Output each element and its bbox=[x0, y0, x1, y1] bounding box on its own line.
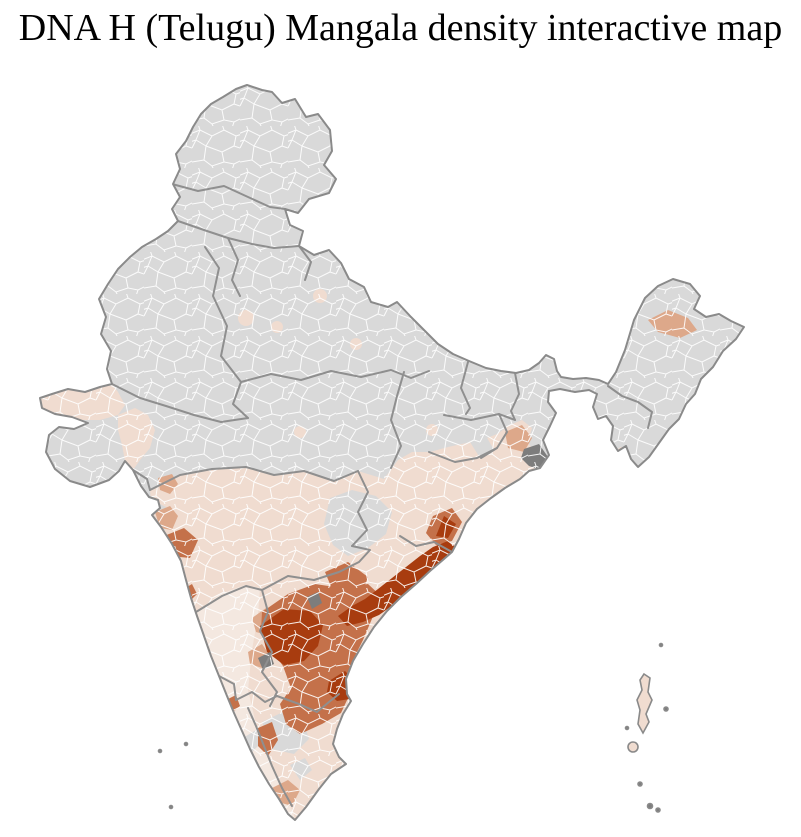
india-outline bbox=[39, 84, 745, 821]
page-title: DNA H (Telugu) Mangala density interacti… bbox=[18, 7, 783, 49]
region-andaman-dot-2[interactable] bbox=[663, 706, 669, 712]
region-andaman-dot-6[interactable] bbox=[655, 807, 661, 813]
region-andaman-dot-4[interactable] bbox=[637, 781, 643, 787]
region-lakshadweep-dot-1[interactable] bbox=[157, 748, 163, 754]
region-lakshadweep-dot-3[interactable] bbox=[168, 804, 174, 810]
region-andaman-dot-5[interactable] bbox=[646, 802, 654, 810]
region-lakshadweep-dot-2[interactable] bbox=[183, 741, 189, 747]
region-andaman-dot-1[interactable] bbox=[658, 642, 664, 648]
state-borders bbox=[111, 183, 653, 807]
region-andaman-main[interactable] bbox=[636, 672, 653, 735]
region-andaman-small[interactable] bbox=[627, 741, 639, 753]
islands bbox=[157, 642, 669, 813]
region-andaman-dot-3[interactable] bbox=[624, 725, 630, 731]
district-mesh-overlay bbox=[40, 85, 744, 820]
